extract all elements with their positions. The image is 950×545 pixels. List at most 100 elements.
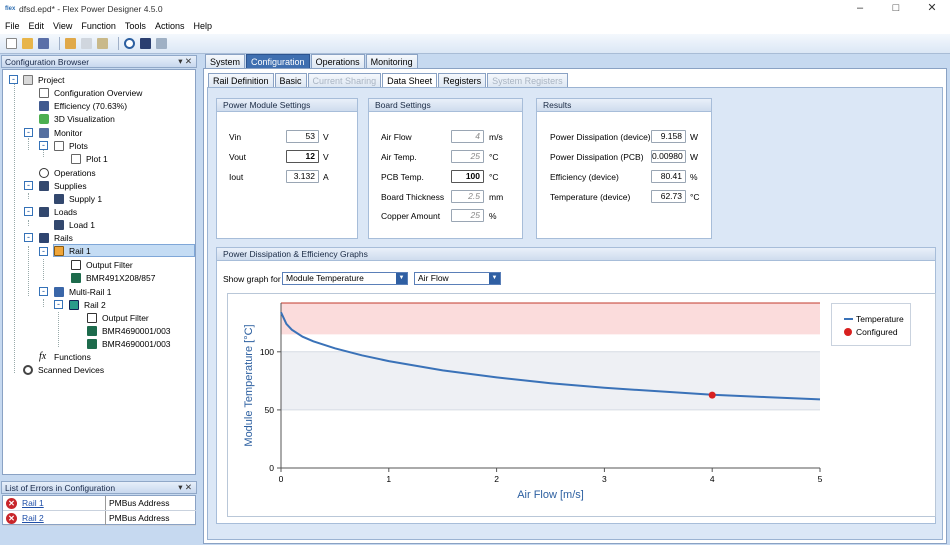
- configured-point: [708, 391, 716, 399]
- expand-plots[interactable]: -: [39, 141, 48, 150]
- pin-icon[interactable]: ▾ ✕: [178, 482, 192, 492]
- load-icon: [54, 219, 64, 230]
- airtemp-unit: °C: [489, 152, 499, 162]
- expand-rails[interactable]: -: [24, 233, 33, 242]
- tab-rail-definition[interactable]: Rail Definition: [208, 73, 274, 87]
- tree-rail1[interactable]: Rail 1: [53, 244, 195, 257]
- maximize-icon[interactable]: □: [892, 2, 900, 14]
- config-tree[interactable]: - Project Configuration Overview Efficie…: [2, 69, 196, 475]
- airflow-field[interactable]: 4: [451, 130, 484, 143]
- tree-rail2[interactable]: Rail 2: [69, 298, 106, 311]
- iout-unit: A: [323, 172, 329, 182]
- tab-monitoring[interactable]: Monitoring: [365, 54, 418, 68]
- menu-view[interactable]: View: [53, 20, 73, 31]
- tab-registers[interactable]: Registers: [438, 73, 487, 87]
- pcbtemp-unit: °C: [489, 172, 499, 182]
- expand-supplies[interactable]: -: [24, 181, 33, 190]
- tree-operations[interactable]: Operations: [39, 166, 96, 179]
- menu-actions[interactable]: Actions: [154, 20, 185, 31]
- temp-field: 62.73: [651, 190, 686, 203]
- tree-supplies[interactable]: Supplies: [39, 179, 87, 192]
- tree-3d[interactable]: 3D Visualization: [39, 112, 115, 125]
- tree-plot1[interactable]: Plot 1: [71, 152, 108, 165]
- tree-scanned[interactable]: Scanned Devices: [23, 363, 104, 376]
- power-module-group: Power Module Settings: [216, 98, 358, 239]
- tree-rails[interactable]: Rails: [39, 231, 73, 244]
- menu-file[interactable]: File: [5, 20, 20, 31]
- tree-multirail[interactable]: Multi-Rail 1: [54, 285, 112, 298]
- expand-multirail[interactable]: -: [39, 287, 48, 296]
- tree-monitor[interactable]: Monitor: [39, 126, 82, 139]
- close-icon[interactable]: ✕: [927, 2, 937, 14]
- search-icon[interactable]: [124, 38, 135, 49]
- tree-bmr2a[interactable]: BMR4690001/003: [87, 324, 171, 337]
- tab-operations[interactable]: Operations: [310, 54, 365, 68]
- x-tick-label: 3: [602, 474, 607, 484]
- vout-field[interactable]: 12: [286, 150, 319, 163]
- tree-output-filter-2[interactable]: Output Filter: [87, 311, 149, 324]
- expand-project[interactable]: -: [9, 75, 18, 84]
- tree-efficiency[interactable]: Efficiency (70.63%): [39, 99, 127, 112]
- vin-label: Vin: [229, 132, 242, 142]
- minimize-icon[interactable]: –: [856, 2, 864, 14]
- menu-bar: File Edit View Function Tools Actions He…: [0, 17, 950, 34]
- scan-icon[interactable]: [156, 38, 167, 49]
- airtemp-field[interactable]: 25: [451, 150, 484, 163]
- iout-field[interactable]: 3.132: [286, 170, 319, 183]
- save-icon[interactable]: [38, 38, 49, 49]
- tree-functions[interactable]: fx Functions: [39, 350, 91, 362]
- menu-edit[interactable]: Edit: [28, 20, 45, 31]
- tree-bmr1[interactable]: BMR491X208/857: [71, 271, 155, 284]
- pin-icon[interactable]: ▾ ✕: [178, 56, 192, 66]
- pdev-unit: W: [690, 132, 699, 142]
- menu-tools[interactable]: Tools: [124, 20, 146, 31]
- pcbtemp-field[interactable]: 100: [451, 170, 484, 183]
- y-tick-label: 0: [269, 463, 274, 473]
- errors-title: List of Errors in Configuration: [5, 482, 116, 493]
- vin-field[interactable]: 53: [286, 130, 319, 143]
- tree-load1[interactable]: Load 1: [54, 218, 95, 231]
- tree-project[interactable]: Project: [23, 73, 64, 86]
- y-tick-label: 100: [260, 347, 274, 357]
- graph-x-select[interactable]: Air Flow ▼: [414, 272, 501, 285]
- open-folder-icon[interactable]: [22, 38, 33, 49]
- show-graph-label: Show graph for: [223, 274, 281, 284]
- eff-field: 80.41: [651, 170, 686, 183]
- vin-unit: V: [323, 132, 329, 142]
- x-tick-label: 0: [279, 474, 284, 484]
- main-tabs: System Configuration Operations Monitori…: [205, 54, 419, 68]
- chart-band: [281, 303, 820, 335]
- tab-data-sheet[interactable]: Data Sheet: [382, 73, 438, 87]
- menu-function[interactable]: Function: [81, 20, 116, 31]
- error-row[interactable]: ✕ Rail 1 PMBus Address: [3, 496, 196, 511]
- redo-icon[interactable]: [81, 38, 92, 49]
- graph-y-select[interactable]: Module Temperature ▼: [282, 272, 408, 285]
- expand-rail2[interactable]: -: [54, 300, 63, 309]
- tab-system[interactable]: System: [205, 54, 246, 68]
- thickness-field[interactable]: 2.5: [451, 190, 484, 203]
- clear-icon[interactable]: [97, 38, 108, 49]
- tree-plots[interactable]: Plots: [54, 139, 88, 152]
- tree-bmr2b[interactable]: BMR4690001/003: [87, 337, 171, 350]
- device-icon[interactable]: [140, 38, 151, 49]
- expand-monitor[interactable]: -: [24, 128, 33, 137]
- expand-loads[interactable]: -: [24, 207, 33, 216]
- menu-help[interactable]: Help: [193, 20, 212, 31]
- error-row[interactable]: ✕ Rail 2 PMBus Address: [3, 511, 196, 526]
- tab-configuration[interactable]: Configuration: [246, 54, 310, 68]
- tab-system-registers: System Registers: [487, 73, 568, 87]
- eff-label: Efficiency (device): [550, 172, 619, 182]
- tree-output-filter-1[interactable]: Output Filter: [71, 258, 133, 271]
- tab-basic[interactable]: Basic: [274, 73, 307, 87]
- error-link-rail1[interactable]: Rail 1: [22, 498, 44, 508]
- undo-icon[interactable]: [65, 38, 76, 49]
- new-file-icon[interactable]: [6, 38, 17, 49]
- tree-loads[interactable]: Loads: [39, 205, 77, 218]
- tree-overview[interactable]: Configuration Overview: [39, 86, 142, 99]
- error-link-rail2[interactable]: Rail 2: [22, 513, 44, 523]
- expand-rail1[interactable]: -: [39, 247, 48, 256]
- tree-supply1[interactable]: Supply 1: [54, 192, 102, 205]
- copper-field[interactable]: 25: [451, 209, 484, 222]
- error-desc: PMBus Address: [109, 513, 170, 523]
